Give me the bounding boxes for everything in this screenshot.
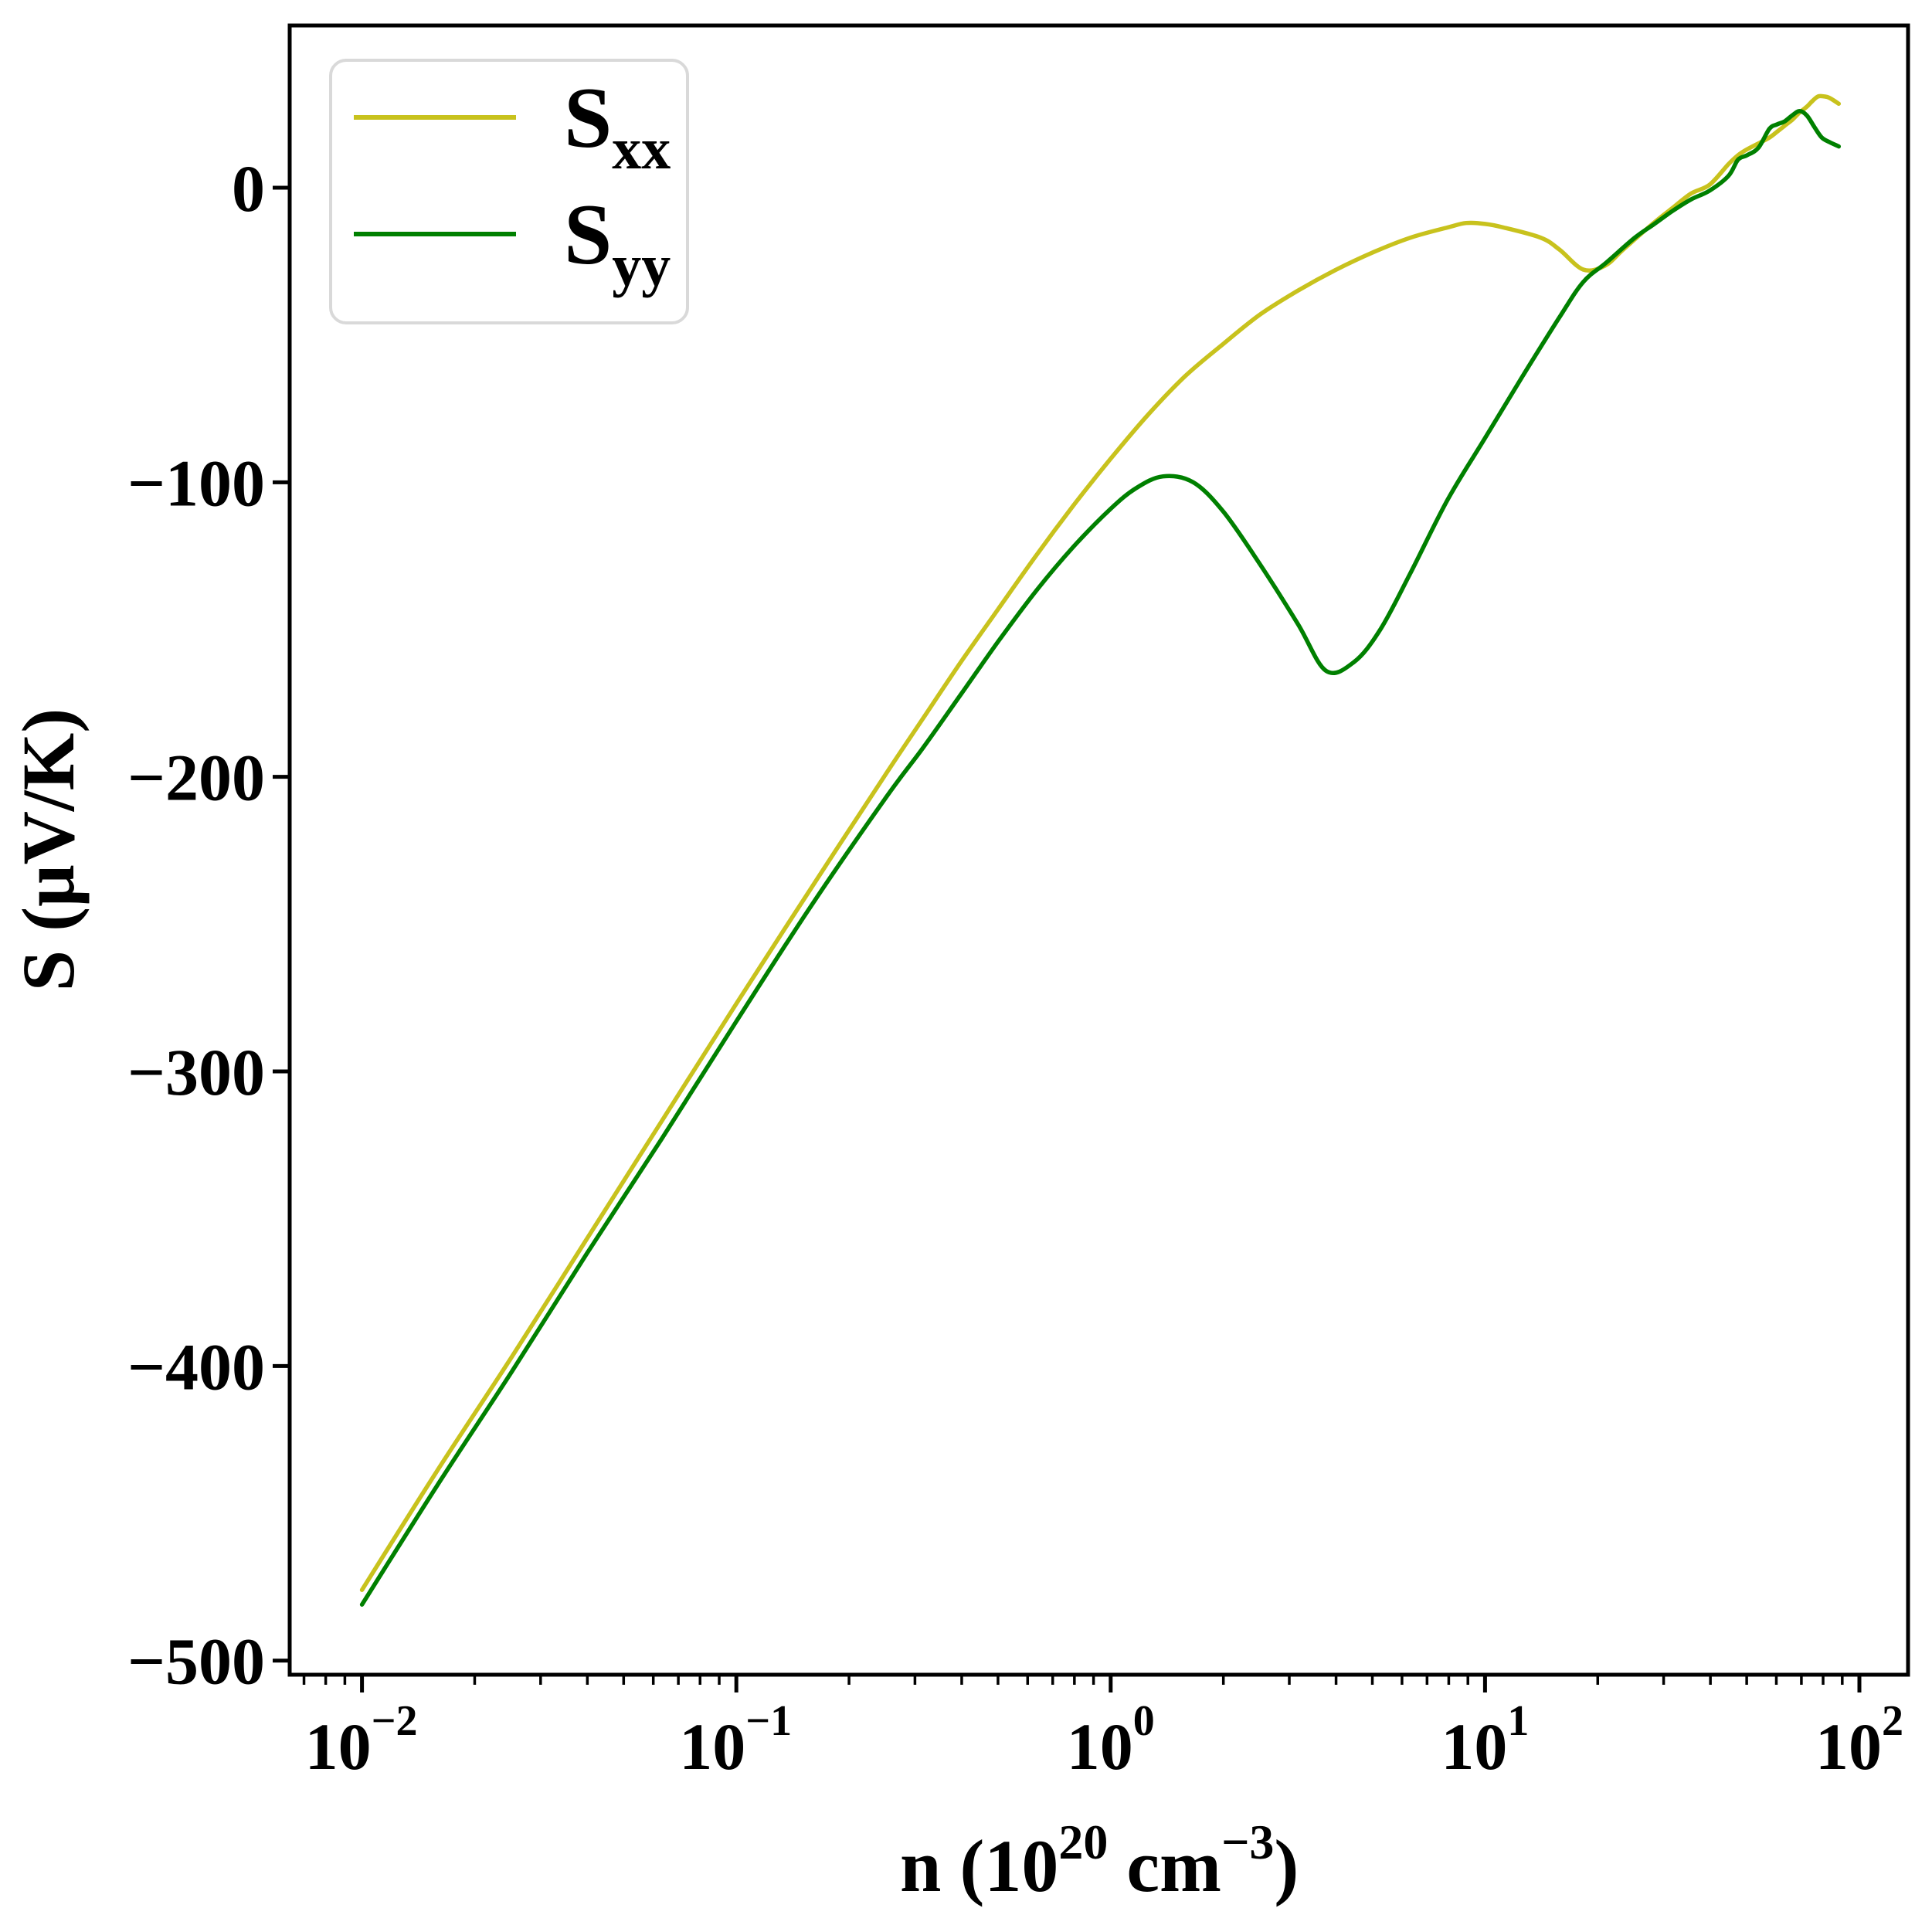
y-tick-label: −100 <box>127 446 265 520</box>
series-Sxx-line <box>359 93 1842 1592</box>
y-tick-labels: 0 −100 −200 −300 −400 −500 <box>127 151 265 1699</box>
y-major-ticks <box>273 185 290 1663</box>
legend-box <box>329 59 689 324</box>
x-axis-label: n (1020 cm−3) <box>900 1815 1299 1907</box>
y-axis-label: S (μV/K) <box>7 708 90 991</box>
y-tick-label: −200 <box>127 741 265 815</box>
x-tick-labels: 10−2 10−1 100 101 102 <box>305 1697 1903 1784</box>
y-tick-label: −300 <box>127 1035 265 1109</box>
x-major-ticks <box>360 1675 1862 1692</box>
x-tick-label: 102 <box>1815 1697 1903 1784</box>
x-tick-label: 10−1 <box>679 1697 792 1784</box>
x-tick-label: 100 <box>1067 1697 1155 1784</box>
y-tick-label: −400 <box>127 1329 265 1404</box>
x-tick-label: 101 <box>1441 1697 1529 1784</box>
plot-border <box>287 23 1910 1677</box>
y-tick-label: −500 <box>127 1625 265 1699</box>
x-tick-label: 10−2 <box>305 1697 418 1784</box>
data-series <box>359 93 1842 1607</box>
y-tick-label: 0 <box>232 151 265 226</box>
series-Syy-line <box>359 109 1842 1607</box>
